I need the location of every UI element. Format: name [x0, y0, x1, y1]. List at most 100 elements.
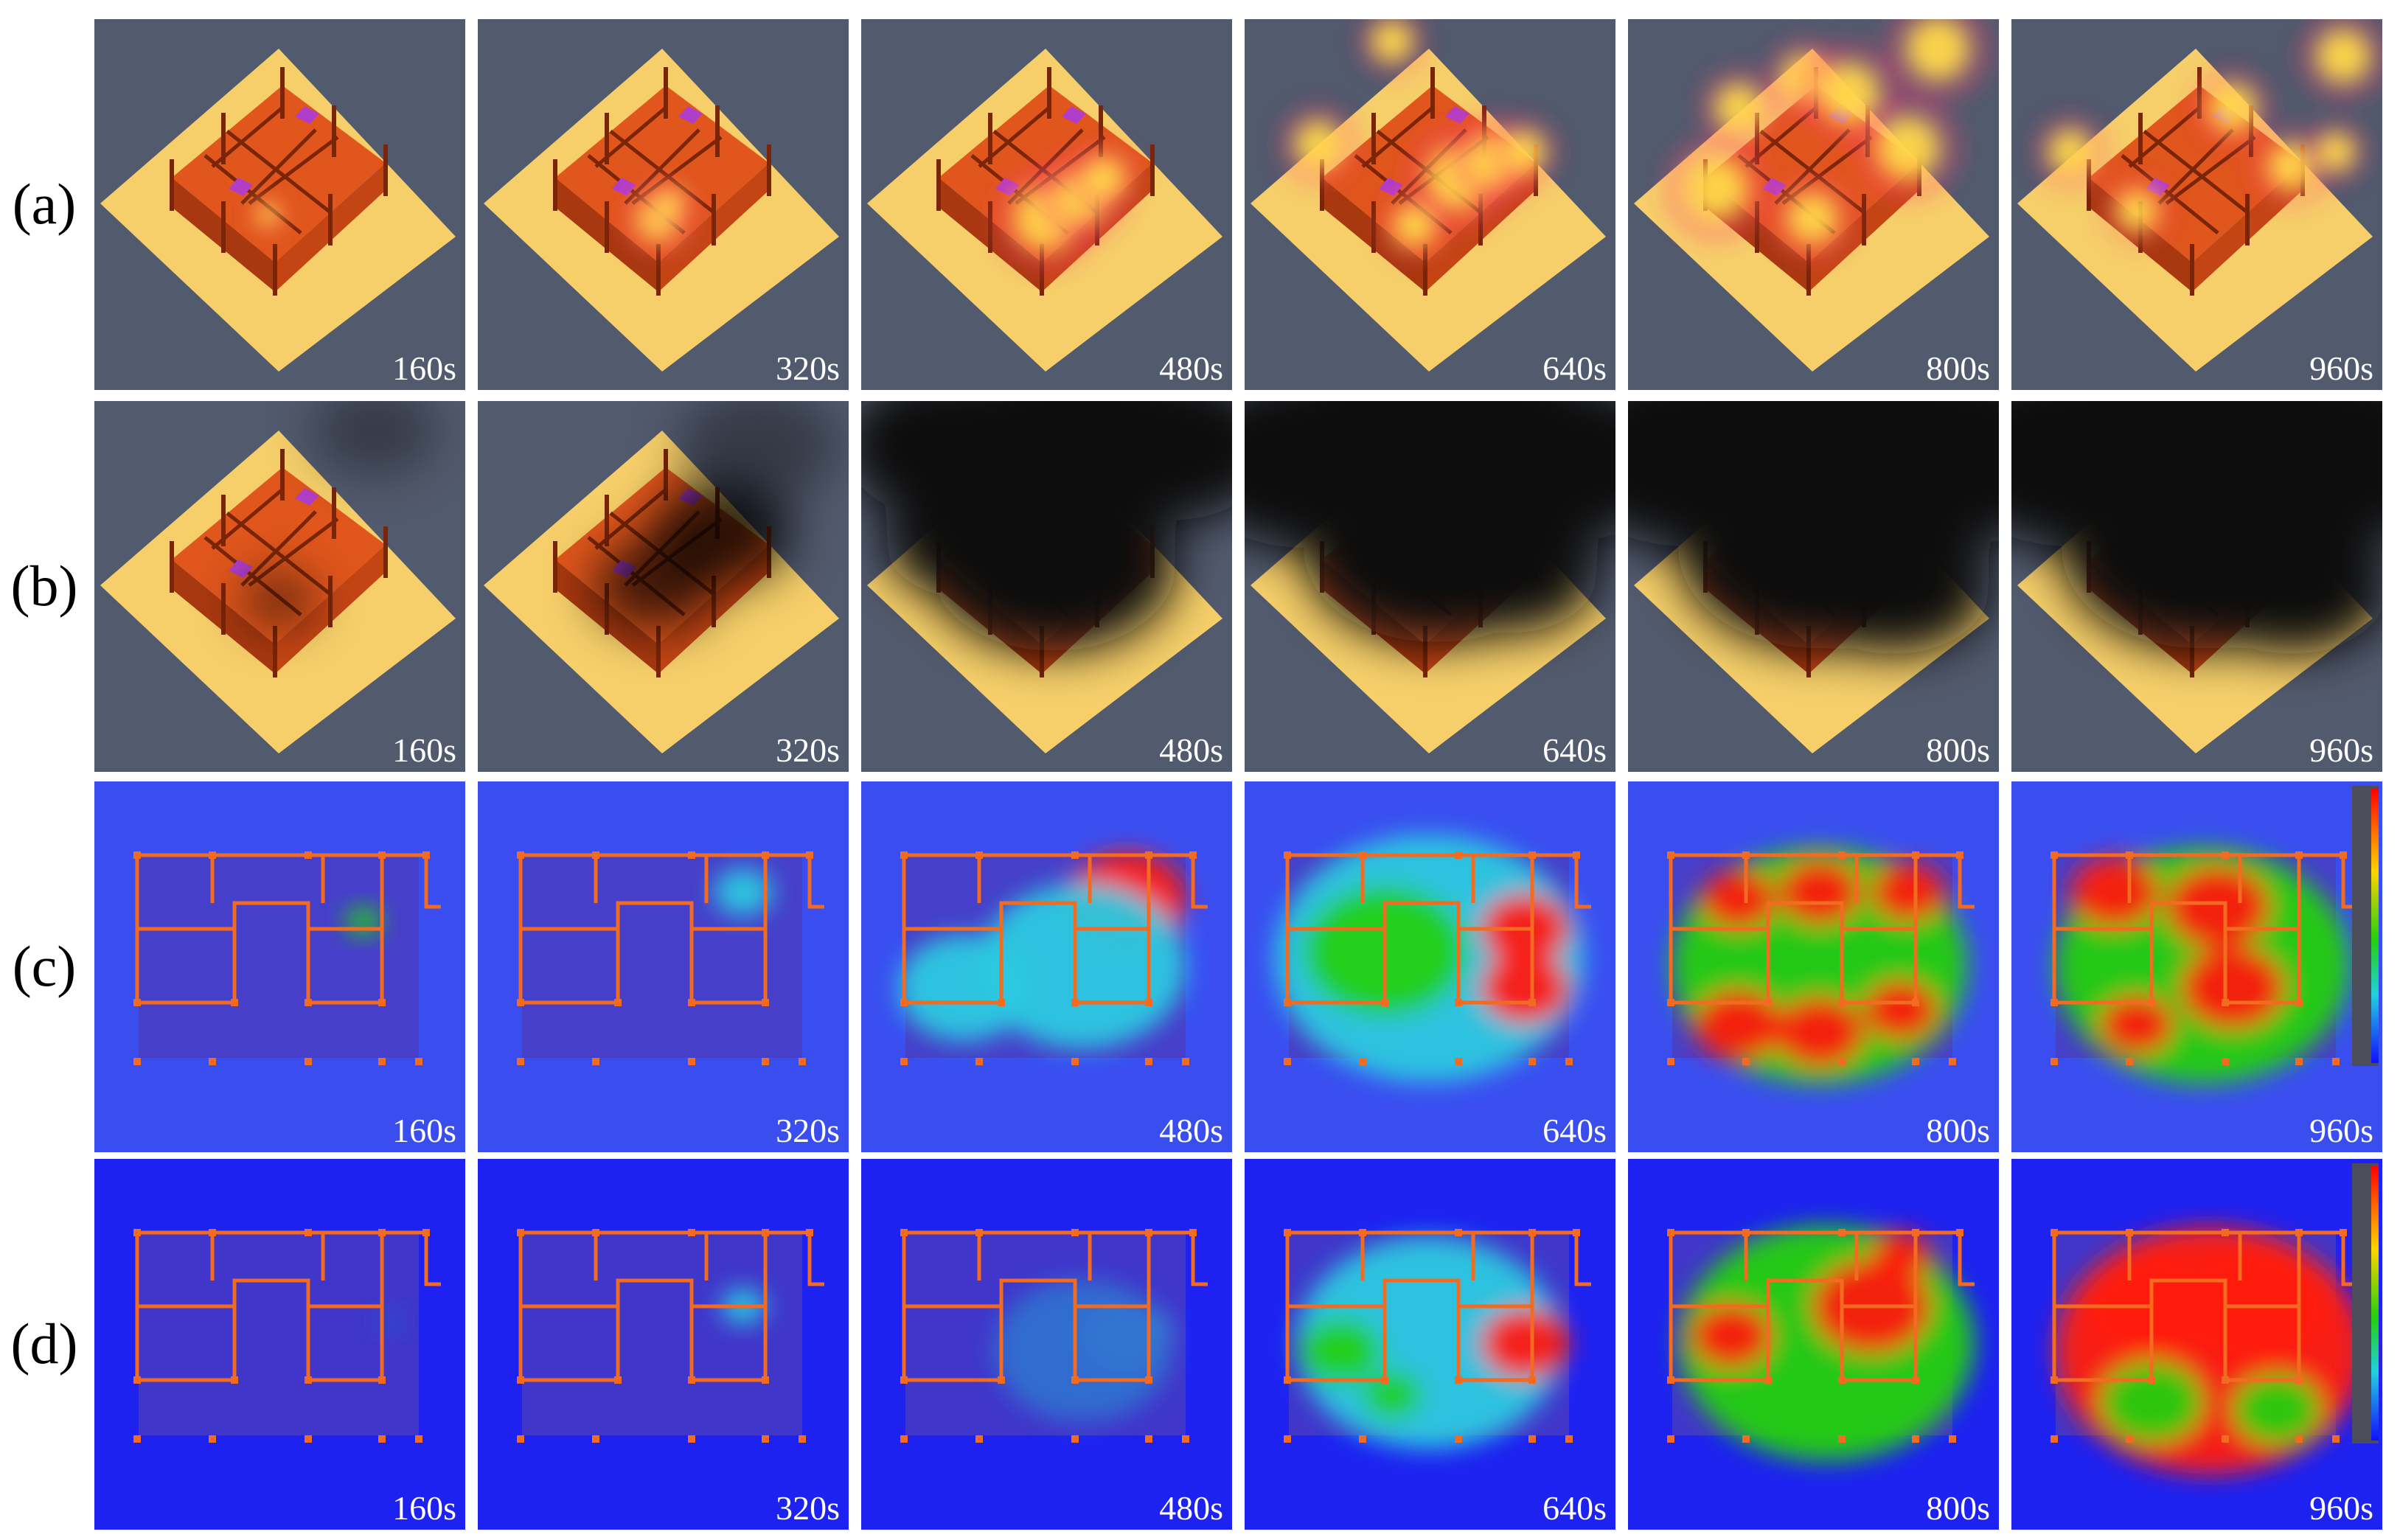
color-scale-bar — [2352, 786, 2379, 1066]
time-label: 480s — [1159, 1489, 1223, 1527]
time-label: 160s — [392, 731, 456, 769]
temperature-image — [1245, 781, 1615, 1152]
panel-temperature-960s: 960s — [2011, 781, 2382, 1152]
smoke-plume — [2011, 401, 2382, 655]
time-label: 160s — [392, 349, 456, 387]
panel-fire-480s: 480s — [861, 19, 1232, 390]
fire-plume — [1279, 19, 1559, 260]
fire-plume — [2033, 19, 2382, 245]
panel-concentration-960s: 960s — [2011, 1159, 2382, 1530]
fire-image — [2011, 19, 2382, 390]
panel-concentration-320s: 320s — [478, 1159, 849, 1530]
panel-temperature-160s: 160s — [94, 781, 465, 1152]
time-label: 480s — [1159, 349, 1223, 387]
floor-plan — [2052, 853, 2358, 1005]
panel-concentration-480s: 480s — [861, 1159, 1232, 1530]
temperature-image — [2011, 781, 2382, 1152]
heat-field — [1274, 835, 1584, 1082]
smoke-plume — [861, 401, 1232, 651]
time-label: 800s — [1926, 1112, 1990, 1149]
heat-field — [898, 852, 1186, 1048]
panel-fire-320s: 320s — [478, 19, 849, 390]
time-label: 800s — [1926, 1489, 1990, 1527]
panel-smoke-480s: 480s — [861, 401, 1232, 772]
floor-plan — [2052, 1230, 2358, 1382]
fire-plume — [992, 143, 1139, 271]
fire-image — [1245, 19, 1615, 390]
row-label-d: (d) — [10, 1311, 78, 1376]
row-label-a: (a) — [12, 172, 77, 236]
floor-plan — [1669, 853, 1975, 1005]
floor-plan — [902, 853, 1208, 1005]
time-label: 320s — [776, 1489, 840, 1527]
heat-field — [1296, 1237, 1569, 1449]
row-label-c: (c) — [12, 934, 77, 998]
heat-field — [2056, 1227, 2365, 1474]
time-label: 960s — [2309, 1489, 2373, 1527]
temperature-image — [861, 781, 1232, 1152]
floor-plan — [1669, 1230, 1975, 1382]
fire-plume — [1663, 19, 1991, 261]
building-model — [553, 67, 771, 296]
fire-image — [94, 19, 465, 390]
smoke-image — [861, 401, 1232, 772]
fire-image — [861, 19, 1232, 390]
heat-field — [375, 1309, 404, 1333]
time-label: 960s — [2309, 731, 2373, 769]
floor-area — [522, 1233, 802, 1435]
building-model — [170, 67, 388, 296]
floor-plan — [518, 1230, 824, 1382]
concentration-image — [861, 1159, 1232, 1530]
time-label: 640s — [1542, 1112, 1607, 1149]
row-label-b: (b) — [10, 554, 78, 618]
floor-plan — [518, 853, 824, 1005]
heat-field — [994, 1280, 1171, 1421]
temperature-image — [478, 781, 849, 1152]
smoke-plume — [243, 401, 436, 625]
time-label: 320s — [776, 1112, 840, 1149]
floor-plan — [1285, 1230, 1591, 1382]
heat-field — [714, 868, 773, 916]
concentration-image — [1245, 1159, 1615, 1530]
smoke-plume — [593, 401, 838, 630]
time-label: 320s — [776, 349, 840, 387]
time-label: 640s — [1542, 1489, 1607, 1527]
time-label: 160s — [392, 1489, 456, 1527]
smoke-plume — [1628, 401, 1999, 655]
heat-field — [1672, 848, 1967, 1084]
fire-plume — [621, 179, 696, 256]
concentration-image — [94, 1159, 465, 1530]
time-label: 800s — [1926, 731, 1990, 769]
smoke-image — [1245, 401, 1615, 772]
heat-field — [346, 907, 381, 936]
panel-temperature-640s: 640s — [1245, 781, 1615, 1152]
building-model — [170, 449, 388, 677]
panel-smoke-320s: 320s — [478, 401, 849, 772]
panel-concentration-800s: 800s — [1628, 1159, 1999, 1530]
heat-field — [2056, 848, 2351, 1084]
temperature-image — [94, 781, 465, 1152]
panel-temperature-800s: 800s — [1628, 781, 1999, 1152]
temperature-image — [1628, 781, 1999, 1152]
panel-smoke-800s: 800s — [1628, 401, 1999, 772]
floor-area — [139, 1233, 419, 1435]
color-scale-bar — [2352, 1163, 2379, 1443]
concentration-image — [478, 1159, 849, 1530]
panel-temperature-320s: 320s — [478, 781, 849, 1152]
panel-temperature-480s: 480s — [861, 781, 1232, 1152]
panel-fire-160s: 160s — [94, 19, 465, 390]
panel-fire-640s: 640s — [1245, 19, 1615, 390]
panel-fire-800s: 800s — [1628, 19, 1999, 390]
concentration-image — [2011, 1159, 2382, 1530]
smoke-image — [94, 401, 465, 772]
time-label: 320s — [776, 731, 840, 769]
fire-image — [478, 19, 849, 390]
smoke-image — [478, 401, 849, 772]
panel-concentration-640s: 640s — [1245, 1159, 1615, 1530]
time-label: 640s — [1542, 349, 1607, 387]
time-label: 960s — [2309, 349, 2373, 387]
fire-image — [1628, 19, 1999, 390]
panel-smoke-640s: 640s — [1245, 401, 1615, 772]
floor-plan — [135, 853, 441, 1005]
floor-area — [139, 855, 419, 1058]
